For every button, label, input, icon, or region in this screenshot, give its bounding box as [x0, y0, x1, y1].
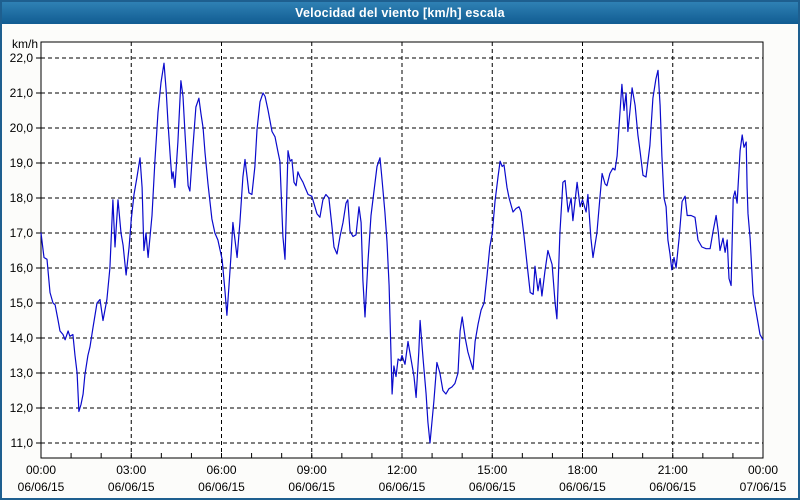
x-tick-date-label: 06/06/15 — [108, 480, 155, 494]
y-tick-label: 14,0 — [10, 331, 34, 345]
x-tick-time-label: 03:00 — [116, 463, 146, 477]
axis-ticks — [36, 57, 764, 458]
x-tick-date-label: 06/06/15 — [198, 480, 245, 494]
x-tick-time-label: 18:00 — [567, 463, 597, 477]
x-tick-date-label: 07/06/15 — [740, 480, 787, 494]
x-tick-date-label: 06/06/15 — [18, 480, 65, 494]
chart-title-bar: Velocidad del viento [km/h] escala — [2, 2, 798, 24]
x-tick-time-label: 09:00 — [297, 463, 327, 477]
y-tick-label: 21,0 — [10, 86, 34, 100]
x-tick-time-label: 21:00 — [658, 463, 688, 477]
chart-title: Velocidad del viento [km/h] escala — [295, 6, 505, 20]
x-tick-date-label: 06/06/15 — [559, 480, 606, 494]
y-tick-label: 18,0 — [10, 191, 34, 205]
x-tick-date-label: 06/06/15 — [288, 480, 335, 494]
wind-speed-line — [40, 62, 764, 444]
x-tick-date-label: 06/06/15 — [379, 480, 426, 494]
x-tick-date-label: 06/06/15 — [649, 480, 696, 494]
x-tick-time-label: 06:00 — [206, 463, 236, 477]
y-axis-unit-label: km/h — [12, 37, 38, 51]
y-tick-label: 20,0 — [10, 121, 34, 135]
y-tick-label: 16,0 — [10, 261, 34, 275]
y-tick-label: 19,0 — [10, 156, 34, 170]
y-tick-label: 15,0 — [10, 296, 34, 310]
gridlines — [41, 42, 763, 458]
x-tick-time-label: 00:00 — [26, 463, 56, 477]
x-tick-time-label: 00:00 — [748, 463, 778, 477]
y-tick-label: 22,0 — [10, 51, 34, 65]
wind-speed-chart: km/h22,0 21,0 20,0 19,0 18,0 17,0 16,0 15,0 14,0… — [10, 37, 787, 494]
x-tick-time-label: 15:00 — [477, 463, 507, 477]
axis-labels: km/h22,0 21,0 20,0 19,0 18,0 17,0 16,0 15,0 14,0… — [10, 37, 787, 494]
y-tick-label: 12,0 — [10, 401, 34, 415]
x-tick-time-label: 12:00 — [387, 463, 417, 477]
y-tick-label: 13,0 — [10, 366, 34, 380]
y-tick-label: 17,0 — [10, 226, 34, 240]
x-tick-date-label: 06/06/15 — [469, 480, 516, 494]
y-tick-label: 11,0 — [11, 436, 34, 450]
